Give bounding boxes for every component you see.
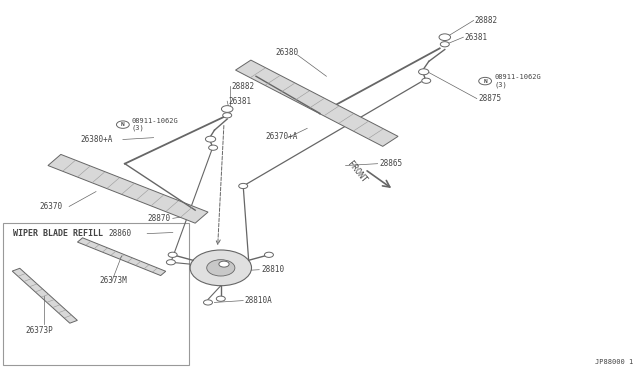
Circle shape (204, 300, 212, 305)
Text: WIPER BLADE REFILL: WIPER BLADE REFILL (13, 229, 103, 238)
Text: 26373P: 26373P (26, 326, 53, 335)
Text: 08911-1062G
(3): 08911-1062G (3) (132, 118, 179, 131)
Circle shape (216, 296, 225, 301)
Circle shape (239, 183, 248, 189)
Text: 26370: 26370 (40, 202, 63, 211)
Polygon shape (48, 154, 208, 223)
Text: 28882: 28882 (232, 82, 255, 91)
Circle shape (190, 250, 252, 286)
Bar (3, 223, 189, 365)
Text: FRONT: FRONT (346, 160, 369, 185)
Text: 26380+A: 26380+A (80, 135, 113, 144)
Text: 28875: 28875 (478, 94, 501, 103)
Circle shape (479, 77, 492, 85)
Circle shape (264, 252, 273, 257)
Text: 08911-1062G
(3): 08911-1062G (3) (494, 74, 541, 88)
Text: 28882: 28882 (475, 16, 498, 25)
Polygon shape (12, 268, 77, 323)
Circle shape (223, 113, 232, 118)
Text: 28860: 28860 (109, 229, 132, 238)
Polygon shape (77, 238, 166, 276)
Polygon shape (236, 60, 398, 146)
Circle shape (166, 260, 175, 265)
Text: 26381: 26381 (228, 97, 252, 106)
Text: 26370+A: 26370+A (266, 132, 298, 141)
Circle shape (439, 34, 451, 41)
Circle shape (419, 69, 429, 75)
Circle shape (440, 42, 449, 47)
Text: 26381: 26381 (465, 33, 488, 42)
Text: N: N (483, 78, 487, 84)
Circle shape (205, 136, 216, 142)
Text: N: N (121, 122, 125, 127)
Circle shape (116, 121, 129, 128)
Circle shape (209, 145, 218, 150)
Text: 26380: 26380 (275, 48, 298, 57)
Text: 28810: 28810 (261, 265, 284, 274)
Text: 28870: 28870 (147, 214, 170, 223)
Text: 28865: 28865 (380, 159, 403, 168)
Circle shape (422, 78, 431, 83)
Circle shape (221, 106, 233, 112)
Circle shape (219, 261, 229, 267)
Text: 28810A: 28810A (244, 296, 272, 305)
Circle shape (207, 260, 235, 276)
Text: 26373M: 26373M (99, 276, 127, 285)
Text: JP88000 1: JP88000 1 (595, 359, 634, 365)
Circle shape (168, 252, 177, 257)
